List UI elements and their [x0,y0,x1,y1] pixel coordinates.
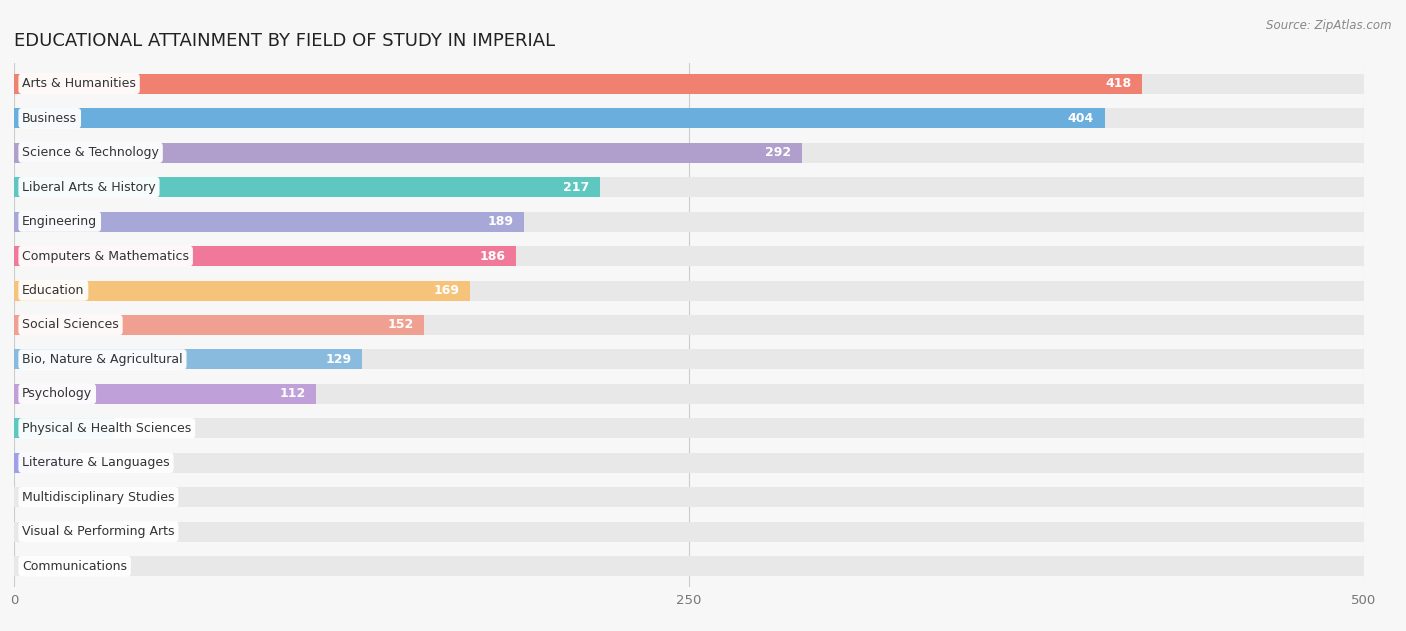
Bar [14,418,1364,439]
Bar [14,315,425,335]
Bar [14,350,1364,369]
Text: Literature & Languages: Literature & Languages [22,456,170,469]
Text: EDUCATIONAL ATTAINMENT BY FIELD OF STUDY IN IMPERIAL: EDUCATIONAL ATTAINMENT BY FIELD OF STUDY… [14,32,555,50]
Text: 129: 129 [325,353,352,366]
Bar [14,109,1105,128]
Bar [14,384,1364,404]
Text: 37: 37 [128,422,143,435]
Text: Business: Business [22,112,77,125]
Bar [14,453,79,473]
Bar [14,211,524,232]
Bar [14,246,1364,266]
Text: Physical & Health Sciences: Physical & Health Sciences [22,422,191,435]
Bar [14,384,316,404]
Bar [14,211,1364,232]
Text: Bio, Nature & Agricultural: Bio, Nature & Agricultural [22,353,183,366]
Text: Social Sciences: Social Sciences [22,319,120,331]
Bar [14,487,1364,507]
Text: Liberal Arts & History: Liberal Arts & History [22,180,156,194]
Bar [14,556,1364,576]
Text: Communications: Communications [22,560,127,573]
Bar [14,281,470,300]
Text: Science & Technology: Science & Technology [22,146,159,159]
Text: Visual & Performing Arts: Visual & Performing Arts [22,525,174,538]
Text: Education: Education [22,284,84,297]
Text: 217: 217 [562,180,589,194]
Bar [14,418,114,439]
Text: 189: 189 [488,215,513,228]
Text: Psychology: Psychology [22,387,93,401]
Bar [14,177,1364,197]
Text: 24: 24 [93,456,108,469]
Bar [14,143,1364,163]
Bar [14,453,1364,473]
Bar [14,315,1364,335]
Bar [14,143,803,163]
Bar [14,246,516,266]
Text: 0: 0 [28,560,35,573]
Text: 186: 186 [479,249,505,262]
Text: 418: 418 [1105,77,1132,90]
Text: 292: 292 [765,146,792,159]
Text: 404: 404 [1067,112,1094,125]
Text: 0: 0 [28,525,35,538]
Text: 0: 0 [28,491,35,504]
Text: Engineering: Engineering [22,215,97,228]
Text: 152: 152 [387,319,413,331]
Bar [14,74,1364,94]
Bar [14,522,1364,541]
Text: Multidisciplinary Studies: Multidisciplinary Studies [22,491,174,504]
Bar [14,350,363,369]
Text: Arts & Humanities: Arts & Humanities [22,77,136,90]
Text: Source: ZipAtlas.com: Source: ZipAtlas.com [1267,19,1392,32]
Bar [14,74,1143,94]
Text: 112: 112 [280,387,305,401]
Bar [14,109,1364,128]
Text: 169: 169 [433,284,460,297]
Bar [14,177,600,197]
Bar [14,281,1364,300]
Text: Computers & Mathematics: Computers & Mathematics [22,249,190,262]
